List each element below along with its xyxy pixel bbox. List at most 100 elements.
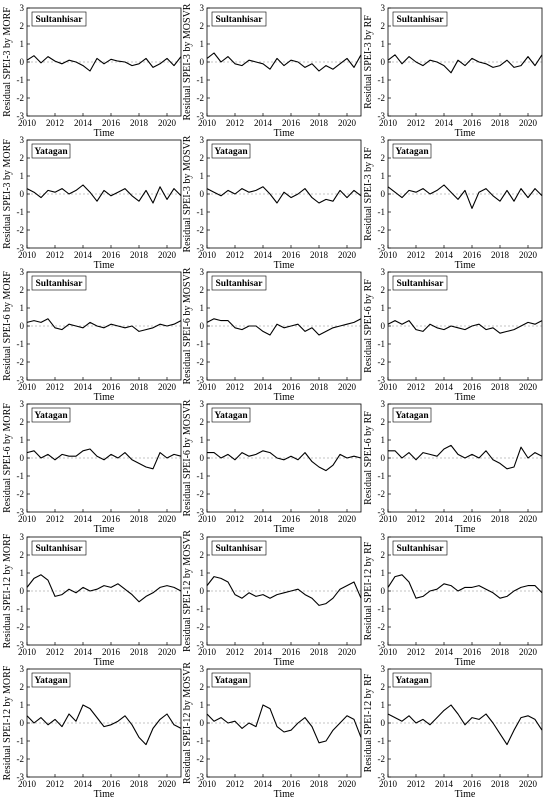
x-tick-label: 2014 <box>254 250 273 260</box>
x-tick-label: 2012 <box>46 382 64 392</box>
y-tick-label: -2 <box>378 622 386 632</box>
x-tick-label: 2018 <box>491 514 510 524</box>
chart-panel-4: -3 -2 -1 0 1 2 3 2010 2012 2014 2016 2018 2020 Time Re… <box>182 135 362 271</box>
chart-panel-1: -3 -2 -1 0 1 2 3 2010 2012 2014 2016 2018 2020 Time Re… <box>182 3 362 139</box>
chart-panel-14: -3 -2 -1 0 1 2 3 2010 2012 2014 2016 2018 2020 Time Re… <box>363 532 543 668</box>
station-label: Sultanhisar <box>216 15 264 25</box>
y-tick-label: 2 <box>381 417 386 427</box>
y-tick-label: 1 <box>200 171 205 181</box>
y-tick-label: 3 <box>200 267 205 277</box>
x-axis-label: Time <box>94 657 115 668</box>
x-tick-label: 2016 <box>102 118 121 128</box>
y-tick-label: 3 <box>381 3 386 13</box>
y-tick-label: 2 <box>20 417 25 427</box>
y-tick-label: -1 <box>17 75 25 85</box>
station-label: Sultanhisar <box>36 279 84 289</box>
y-tick-label: -2 <box>197 754 205 764</box>
y-tick-label: 0 <box>200 189 205 199</box>
x-tick-label: 2020 <box>158 382 177 392</box>
y-tick-label: -2 <box>17 357 25 367</box>
x-tick-label: 2014 <box>254 647 273 657</box>
station-label-box <box>211 540 267 556</box>
x-tick-label: 2020 <box>158 514 177 524</box>
y-tick-label: -1 <box>17 339 25 349</box>
x-tick-label: 2010 <box>18 118 37 128</box>
y-tick-label: 2 <box>20 550 25 560</box>
y-tick-label: 0 <box>20 321 25 331</box>
x-tick-label: 2016 <box>463 647 482 657</box>
y-tick-label: 2 <box>20 682 25 692</box>
x-axis-label: Time <box>455 128 476 139</box>
y-tick-label: -1 <box>378 207 386 217</box>
y-axis-label: Residual SPEI-12 by RF <box>363 673 374 772</box>
y-axis-label: Residual SPEI-6 by RF <box>363 279 374 373</box>
residual-series-line <box>26 318 182 332</box>
x-tick-label: 2020 <box>158 647 177 657</box>
y-tick-label: -3 <box>17 640 25 650</box>
y-tick-label: 1 <box>20 435 25 445</box>
x-tick-label: 2018 <box>310 779 329 789</box>
y-tick-label: 0 <box>381 57 386 67</box>
x-tick-label: 2018 <box>130 779 149 789</box>
x-tick-label: 2012 <box>226 382 244 392</box>
x-tick-label: 2018 <box>491 250 510 260</box>
station-label-box <box>392 540 448 556</box>
y-tick-label: 2 <box>200 550 205 560</box>
x-tick-label: 2010 <box>198 382 217 392</box>
station-label: Sultanhisar <box>36 15 84 25</box>
chart-panel-12: -3 -2 -1 0 1 2 3 2010 2012 2014 2016 2018 2020 Time Re… <box>2 532 182 668</box>
y-tick-label: -1 <box>17 207 25 217</box>
y-tick-label: 0 <box>20 453 25 463</box>
y-tick-label: 0 <box>200 321 205 331</box>
x-tick-label: 2014 <box>74 382 93 392</box>
station-label: Yatagan <box>395 147 429 157</box>
y-axis-label: Residual SPEI-3 by MORF <box>2 139 13 249</box>
x-tick-label: 2020 <box>338 250 357 260</box>
x-tick-label: 2016 <box>102 250 121 260</box>
x-tick-label: 2012 <box>226 118 244 128</box>
x-tick-label: 2010 <box>18 779 37 789</box>
x-tick-label: 2014 <box>254 514 273 524</box>
y-tick-label: 0 <box>381 189 386 199</box>
x-tick-label: 2020 <box>519 514 538 524</box>
y-tick-label: -2 <box>378 93 386 103</box>
y-tick-label: 1 <box>381 303 386 313</box>
x-tick-label: 2020 <box>158 250 177 260</box>
y-axis-label: Residual SPEI-6 by RF <box>363 411 374 505</box>
y-tick-label: 2 <box>381 21 386 31</box>
x-tick-label: 2020 <box>338 382 357 392</box>
station-label: Yatagan <box>34 411 68 421</box>
x-tick-label: 2016 <box>102 514 121 524</box>
y-tick-label: -1 <box>378 736 386 746</box>
x-tick-label: 2020 <box>519 382 538 392</box>
x-tick-label: 2012 <box>407 250 425 260</box>
y-tick-label: -2 <box>378 357 386 367</box>
y-tick-label: 3 <box>381 532 386 542</box>
x-tick-label: 2020 <box>519 647 538 657</box>
chart-panel-7: -3 -2 -1 0 1 2 3 2010 2012 2014 2016 2018 2020 Time Re… <box>182 267 362 403</box>
x-tick-label: 2014 <box>74 647 93 657</box>
x-axis-label: Time <box>274 657 295 668</box>
y-tick-label: -3 <box>197 772 205 782</box>
x-tick-label: 2010 <box>198 514 217 524</box>
station-label-box <box>211 672 251 688</box>
y-tick-label: -3 <box>378 243 386 253</box>
x-tick-label: 2014 <box>254 779 273 789</box>
y-tick-label: 0 <box>381 453 386 463</box>
x-tick-label: 2016 <box>282 779 301 789</box>
x-tick-label: 2016 <box>282 118 301 128</box>
y-tick-label: -2 <box>378 225 386 235</box>
x-tick-label: 2010 <box>379 250 398 260</box>
station-label: Yatagan <box>214 411 248 421</box>
y-tick-label: -3 <box>378 111 386 121</box>
y-tick-label: -1 <box>378 75 386 85</box>
x-tick-label: 2010 <box>379 118 398 128</box>
station-label-box <box>211 407 251 423</box>
y-tick-label: -1 <box>378 604 386 614</box>
y-tick-label: -2 <box>17 754 25 764</box>
x-axis-label: Time <box>455 260 476 271</box>
y-tick-label: 2 <box>381 285 386 295</box>
y-tick-label: 3 <box>20 532 25 542</box>
x-tick-label: 2014 <box>435 514 454 524</box>
